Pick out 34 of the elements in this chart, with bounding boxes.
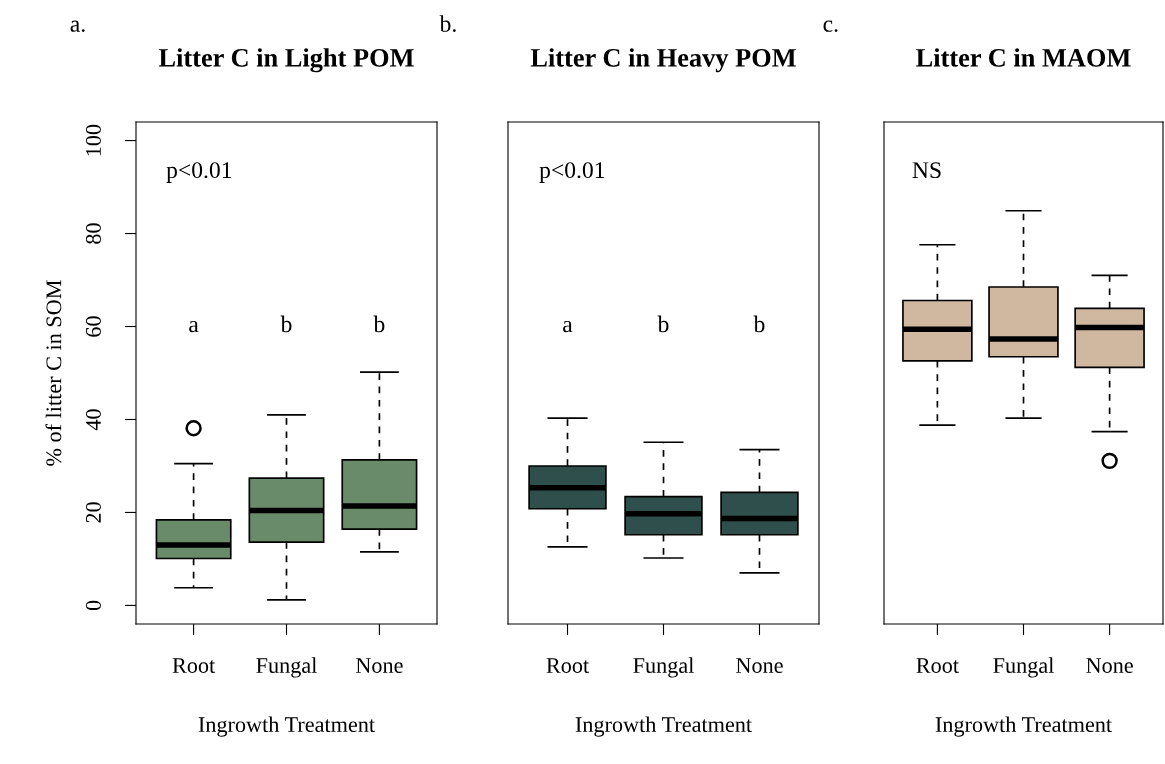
x-tick-label: None bbox=[1086, 658, 1133, 673]
y-tick-label: 0 bbox=[85, 600, 101, 611]
x-tick-label: None bbox=[355, 658, 403, 673]
x-tick-label: None bbox=[736, 658, 783, 673]
text: c. bbox=[823, 20, 838, 32]
x-axis-title: Ingrowth Treatment bbox=[935, 716, 1112, 737]
y-tick-label: 20 bbox=[85, 502, 101, 523]
x-tick-label: Root bbox=[172, 658, 216, 673]
x-axis-title: Ingrowth Treatment bbox=[575, 716, 752, 737]
annotation: p<0.01 bbox=[539, 162, 605, 183]
annotation: NS bbox=[912, 162, 941, 179]
x-tick-label: Fungal bbox=[633, 657, 694, 678]
y-tick-label: 80 bbox=[85, 223, 101, 244]
y-axis-title: % of litter C in SOM bbox=[45, 280, 62, 466]
y-tick-label: 100 bbox=[85, 124, 101, 156]
x-tick-label: Fungal bbox=[256, 657, 317, 678]
annotation: b bbox=[280, 315, 292, 333]
chart-title: Litter C in Light POM bbox=[158, 48, 414, 73]
x-tick-label: Fungal bbox=[993, 657, 1054, 678]
chart-title: Litter C in Heavy POM bbox=[530, 48, 796, 73]
text: a. bbox=[70, 20, 85, 32]
x-axis-title: Ingrowth Treatment bbox=[198, 716, 375, 737]
annotation: a bbox=[189, 320, 199, 333]
annotation: a bbox=[563, 320, 573, 333]
annotation: b bbox=[753, 315, 765, 333]
annotation: b bbox=[657, 315, 669, 333]
text: b. bbox=[439, 15, 456, 32]
x-tick-label: Root bbox=[546, 658, 589, 673]
annotation: p<0.01 bbox=[166, 162, 232, 183]
chart-title: Litter C in MAOM bbox=[916, 48, 1131, 67]
annotation: b bbox=[373, 315, 385, 333]
y-tick-label: 60 bbox=[85, 316, 101, 337]
x-tick-label: Root bbox=[916, 658, 959, 673]
y-tick-label: 40 bbox=[85, 409, 101, 431]
